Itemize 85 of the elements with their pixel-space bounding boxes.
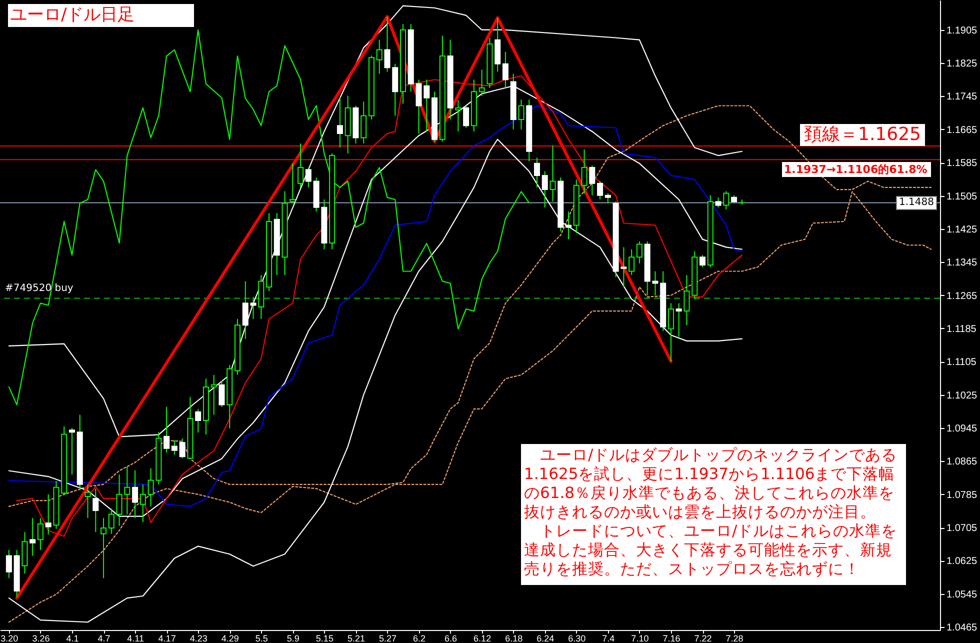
candlestick <box>463 105 470 128</box>
y-tick-label: 1.1665 <box>946 124 978 136</box>
ref-line-label: #749520 buy <box>5 283 74 296</box>
x-tick-label: 6.6 <box>444 634 458 643</box>
candlestick <box>700 254 706 268</box>
y-tick-label: 1.0705 <box>946 523 978 534</box>
y-tick-label: 1.0465 <box>946 622 978 634</box>
x-tick-label: 4.29 <box>221 634 239 643</box>
candlestick <box>581 148 588 194</box>
candlestick <box>684 274 690 326</box>
x-tick-label: 6.2 <box>413 634 426 643</box>
x-tick-label: 5.9 <box>286 634 300 643</box>
candlestick <box>84 484 91 519</box>
candlestick <box>140 484 146 523</box>
y-tick-label: 1.1505 <box>946 191 978 202</box>
ref-line-label: 1.1488 <box>896 196 937 210</box>
y-tick-label: 1.1345 <box>946 258 978 269</box>
y-tick-label: 1.1745 <box>946 92 978 103</box>
x-tick-label: 5.5 <box>255 634 268 643</box>
y-tick-label: 1.1025 <box>946 390 978 402</box>
y-tick-label: 1.1905 <box>946 25 978 36</box>
candlestick <box>336 96 343 148</box>
x-tick-label: 7.22 <box>694 634 712 643</box>
candlestick <box>636 240 642 264</box>
x-tick-label: 7.4 <box>602 634 615 643</box>
y-tick-label: 1.0625 <box>946 556 978 568</box>
candlestick <box>360 101 367 144</box>
annotation: トレードについて、ユーロ/ドルはこれらの水準を達成した場合、大きく下落する可能性を示す、新規売りを推奨。ただ、ストップロスを忘れずに！ <box>524 522 898 579</box>
candlestick <box>668 302 674 362</box>
candlestick <box>542 170 548 208</box>
x-tick-label: 5.15 <box>316 634 334 643</box>
candlestick <box>30 518 36 556</box>
x-tick-label: 6.12 <box>474 634 492 643</box>
x-tick-label: 3.20 <box>0 634 18 643</box>
candlestick <box>242 280 248 340</box>
x-tick-label: 3.26 <box>32 634 50 643</box>
y-tick-label: 1.1185 <box>946 324 977 335</box>
candlestick <box>376 39 382 74</box>
ref-line-label: 頚線＝1.1625 <box>800 124 925 146</box>
x-tick-label: 4.11 <box>127 634 144 643</box>
candlestick <box>290 162 296 204</box>
y-tick-label: 1.0945 <box>946 424 978 435</box>
candlestick <box>37 518 44 550</box>
candlestick <box>597 180 604 200</box>
candlestick <box>108 508 114 534</box>
annotation: ユーロ/ドルはダブルトップのネックラインである1.1625を試し、更に1.1937から1.1106まで下落幅の61.8％戻り水準でもある、決してこれらの水準を抜けきれるのか或いは雲を上抜けるのかが注目。 <box>524 446 898 522</box>
candlestick <box>298 143 304 188</box>
candlestick <box>305 167 312 188</box>
x-tick-label: 4.23 <box>190 634 208 643</box>
candlestick <box>518 99 524 130</box>
candlestick <box>534 157 540 188</box>
x-tick-label: 4.7 <box>98 634 110 643</box>
candlestick <box>604 192 611 204</box>
candlestick <box>171 440 178 456</box>
chart-title: ユーロ/ドル日足 <box>10 5 135 26</box>
candlestick <box>6 549 12 579</box>
candlestick <box>100 518 107 579</box>
y-tick-label: 1.1425 <box>946 224 978 236</box>
candlestick <box>478 69 485 96</box>
y-tick-label: 1.0865 <box>946 456 978 468</box>
x-tick-label: 4.17 <box>158 634 176 643</box>
ref-line-label: 1.1937→1.1106的61.8% <box>782 162 932 177</box>
y-tick-label: 1.1105 <box>946 357 977 368</box>
candlestick <box>550 145 556 202</box>
candlestick <box>210 374 217 416</box>
y-tick-label: 1.1825 <box>946 58 978 70</box>
candlestick <box>195 408 202 434</box>
candlestick <box>723 190 730 210</box>
y-tick-label: 1.0785 <box>946 490 978 501</box>
x-tick-label: 7.16 <box>662 634 680 643</box>
y-tick-label: 1.0545 <box>946 589 978 600</box>
x-tick-label: 4.1 <box>66 634 79 643</box>
x-tick-label: 6.18 <box>505 634 523 643</box>
candlestick <box>68 428 75 475</box>
y-tick-label: 1.1265 <box>946 290 978 302</box>
x-tick-label: 6.24 <box>536 634 554 643</box>
x-tick-label: 6.30 <box>568 634 586 643</box>
candlestick <box>455 99 462 132</box>
y-tick-label: 1.1585 <box>946 158 978 170</box>
candlestick <box>628 248 635 276</box>
candlestick <box>566 211 572 240</box>
x-tick-label: 7.28 <box>726 634 744 643</box>
x-tick-label: 7.10 <box>631 634 649 643</box>
x-tick-label: 5.27 <box>378 634 397 643</box>
x-tick-label: 5.21 <box>347 634 365 643</box>
